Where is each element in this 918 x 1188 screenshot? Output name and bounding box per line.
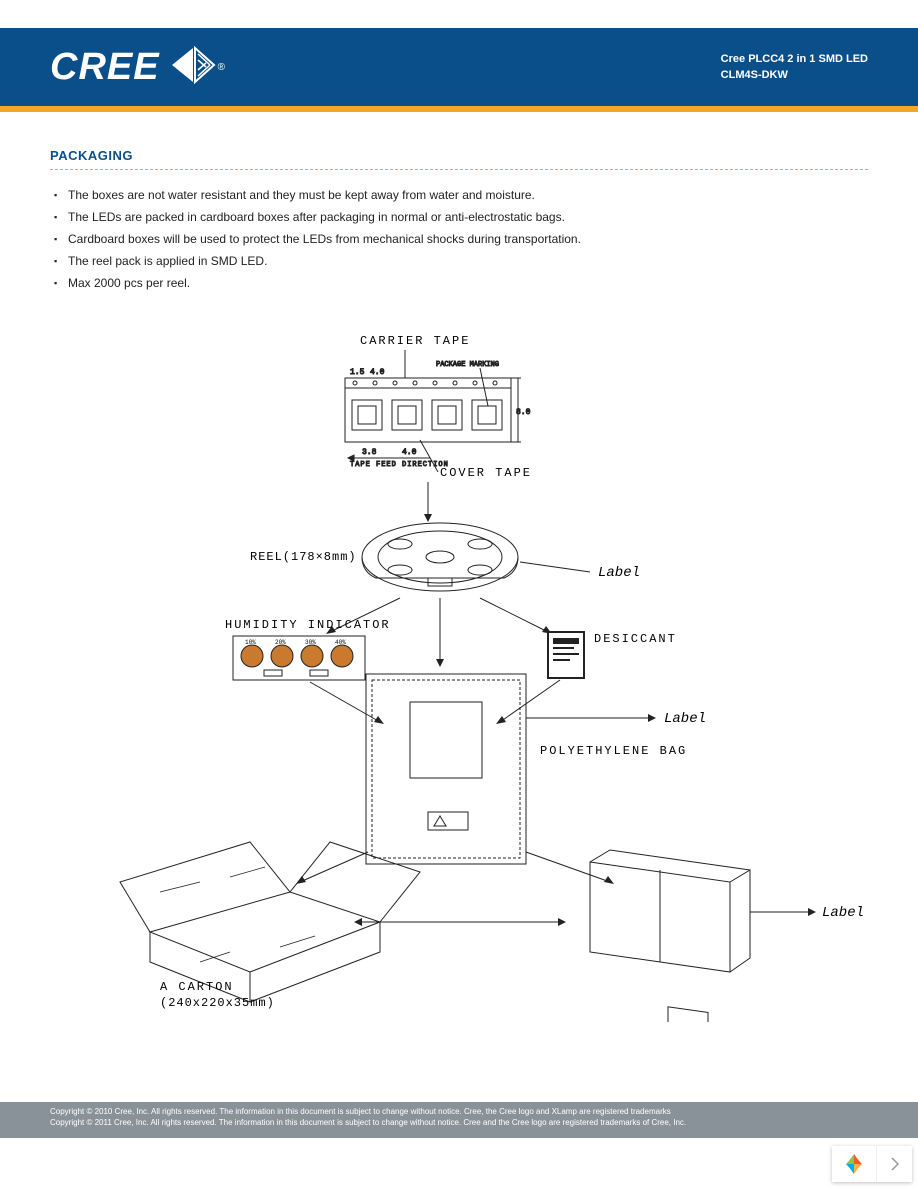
svg-text:20%: 20% xyxy=(275,639,286,646)
svg-text:1.5: 1.5 xyxy=(350,368,365,377)
list-item: Cardboard boxes will be used to protect … xyxy=(68,230,868,248)
polyethylene-bag-drawing xyxy=(366,674,526,864)
packaging-notes: The boxes are not water resistant and th… xyxy=(50,186,868,292)
carton-label: A CARTON xyxy=(160,980,234,994)
bag-label-text: Label xyxy=(664,711,706,727)
humidity-label: HUMIDITY INDICATOR xyxy=(225,618,391,632)
product-code: CLM4S-DKW xyxy=(721,67,868,84)
packaging-diagram: CARRIER TAPE 4.0 1.5 PACKAGE MARKING 8.0 xyxy=(50,322,868,1022)
section-divider xyxy=(50,169,868,170)
svg-text:4.0: 4.0 xyxy=(370,368,385,377)
reel-label-text: Label xyxy=(598,565,640,581)
cover-tape-label: COVER TAPE xyxy=(440,466,532,480)
carrier-tape-drawing: 4.0 1.5 PACKAGE MARKING 8.0 3.8 4.0 TAPE… xyxy=(345,361,531,469)
top-whitespace xyxy=(0,0,918,28)
header-product-info: Cree PLCC4 2 in 1 SMD LED CLM4S-DKW xyxy=(721,51,868,84)
box-label-text: Label xyxy=(822,905,864,921)
widget-next-button[interactable] xyxy=(876,1146,912,1182)
page-footer: Copyright © 2010 Cree, Inc. All rights r… xyxy=(0,1102,918,1138)
desiccant-label: DESICCANT xyxy=(594,632,677,646)
footer-line-2: Copyright © 2011 Cree, Inc. All rights r… xyxy=(50,1117,868,1128)
svg-text:10%: 10% xyxy=(245,639,256,646)
list-item: The boxes are not water resistant and th… xyxy=(68,186,868,204)
svg-text:3.8: 3.8 xyxy=(362,448,377,457)
list-item: Max 2000 pcs per reel. xyxy=(68,274,868,292)
reel-drawing xyxy=(362,523,518,591)
list-item: The LEDs are packed in cardboard boxes a… xyxy=(68,208,868,226)
closed-box-drawing xyxy=(590,850,750,1022)
logo-text: CREE xyxy=(50,46,160,89)
diagram-svg: CARRIER TAPE 4.0 1.5 PACKAGE MARKING 8.0 xyxy=(50,322,870,1022)
svg-text:4.0: 4.0 xyxy=(402,448,417,457)
humidity-indicator-drawing: 10% 20% 30% 40% xyxy=(233,636,365,680)
reel-label: REEL(178×8mm) xyxy=(250,550,357,564)
bag-name-label: POLYETHYLENE BAG xyxy=(540,744,687,758)
footer-line-1: Copyright © 2010 Cree, Inc. All rights r… xyxy=(50,1106,868,1117)
svg-text:40%: 40% xyxy=(335,639,346,646)
carrier-tape-label: CARRIER TAPE xyxy=(360,334,470,348)
list-item: The reel pack is applied in SMD LED. xyxy=(68,252,868,270)
carton-dims-label: (240x220x35mm) xyxy=(160,996,275,1010)
product-name: Cree PLCC4 2 in 1 SMD LED xyxy=(721,51,868,68)
desiccant-drawing xyxy=(548,632,584,678)
logo-icon xyxy=(170,46,216,89)
svg-text:PACKAGE MARKING: PACKAGE MARKING xyxy=(436,361,499,369)
floating-widget xyxy=(832,1146,912,1182)
svg-text:30%: 30% xyxy=(305,639,316,646)
page-header: CREE ® Cree PLCC4 2 in 1 SMD LED CLM4S-D… xyxy=(0,28,918,106)
registered-mark: ® xyxy=(218,62,225,73)
logo: CREE ® xyxy=(50,46,225,89)
section-title: PACKAGING xyxy=(50,148,868,163)
widget-logo-icon xyxy=(832,1146,876,1182)
main-content: PACKAGING The boxes are not water resist… xyxy=(0,112,918,1022)
